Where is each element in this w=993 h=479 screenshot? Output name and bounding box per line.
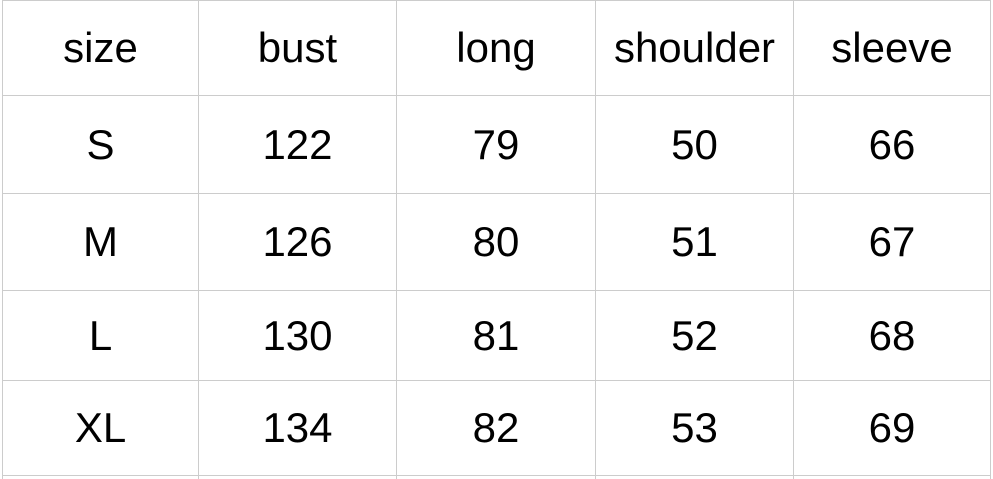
header-cell-long: long — [396, 0, 596, 96]
cropped-cell — [198, 475, 397, 479]
size-label-cell: S — [2, 95, 199, 194]
cropped-next-row — [2, 475, 991, 479]
size-label-cell: L — [2, 290, 199, 381]
shoulder-value-cell: 51 — [595, 193, 794, 291]
header-cell-size: size — [2, 0, 199, 96]
sleeve-value-cell: 67 — [793, 193, 991, 291]
table-row-s: S 122 79 50 66 — [2, 95, 991, 194]
shoulder-value-cell: 53 — [595, 380, 794, 476]
bust-value-cell: 122 — [198, 95, 397, 194]
sleeve-value-cell: 69 — [793, 380, 991, 476]
bust-value-cell: 134 — [198, 380, 397, 476]
size-label-cell: M — [2, 193, 199, 291]
bust-value-cell: 130 — [198, 290, 397, 381]
shoulder-value-cell: 52 — [595, 290, 794, 381]
header-cell-sleeve: sleeve — [793, 0, 991, 96]
header-cell-bust: bust — [198, 0, 397, 96]
table-row-m: M 126 80 51 67 — [2, 193, 991, 291]
long-value-cell: 80 — [396, 193, 596, 291]
long-value-cell: 82 — [396, 380, 596, 476]
header-cell-shoulder: shoulder — [595, 0, 794, 96]
cropped-cell — [595, 475, 794, 479]
cropped-cell — [396, 475, 596, 479]
shoulder-value-cell: 50 — [595, 95, 794, 194]
table-row-l: L 130 81 52 68 — [2, 290, 991, 381]
header-row: size bust long shoulder sleeve — [2, 0, 991, 96]
sleeve-value-cell: 66 — [793, 95, 991, 194]
table-row-xl: XL 134 82 53 69 — [2, 380, 991, 476]
cropped-cell — [2, 475, 199, 479]
cropped-cell — [793, 475, 991, 479]
long-value-cell: 81 — [396, 290, 596, 381]
size-label-cell: XL — [2, 380, 199, 476]
bust-value-cell: 126 — [198, 193, 397, 291]
long-value-cell: 79 — [396, 95, 596, 194]
sleeve-value-cell: 68 — [793, 290, 991, 381]
